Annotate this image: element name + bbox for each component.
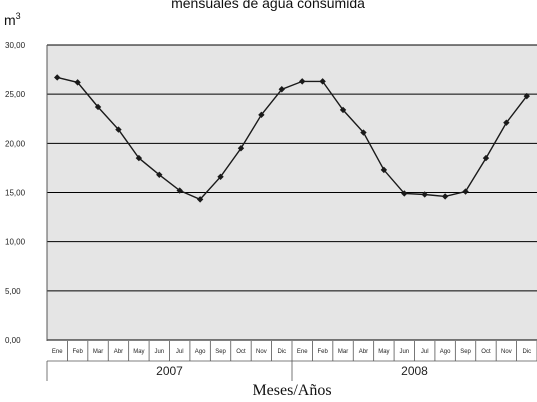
- y-unit-label: m3: [4, 11, 21, 28]
- data-point: [380, 166, 388, 174]
- data-point: [360, 129, 367, 136]
- y-tick-label: 30,00: [5, 41, 26, 50]
- x-tick-label: Oct: [236, 349, 246, 355]
- data-point: [94, 103, 102, 111]
- year-label: 2008: [401, 364, 428, 378]
- data-point: [503, 119, 510, 126]
- header-text-fragment: mensuales de agua consumida: [171, 0, 365, 11]
- x-tick-label: Ene: [297, 349, 308, 355]
- x-tick-label: Mar: [93, 349, 103, 355]
- gridlines: [47, 44, 537, 341]
- x-tick-label: Ago: [195, 349, 206, 355]
- data-point: [462, 188, 469, 195]
- data-point: [156, 171, 163, 178]
- x-tick-label: Ene: [52, 349, 63, 355]
- y-tick-label: 5,00: [5, 287, 21, 296]
- x-tick-label: Oct: [481, 349, 491, 355]
- x-tick-label: May: [378, 349, 389, 355]
- data-point: [299, 78, 306, 85]
- data-point: [258, 111, 265, 119]
- y-tick-label: 20,00: [5, 139, 26, 148]
- data-point: [523, 92, 530, 100]
- x-tick-label: Dic: [522, 349, 531, 355]
- x-tick-label: Sep: [215, 349, 226, 355]
- x-tick-label: Abr: [359, 349, 368, 355]
- data-point: [196, 196, 204, 203]
- data-point: [482, 154, 490, 162]
- data-point: [176, 187, 183, 194]
- y-tick-label: 25,00: [5, 90, 26, 99]
- data-point: [74, 79, 81, 86]
- x-tick-label: Sep: [460, 349, 471, 355]
- data-point: [441, 193, 449, 200]
- x-tick-label: Feb: [317, 349, 328, 355]
- y-tick-label: 0,00: [5, 336, 21, 345]
- year-label: 2007: [156, 364, 183, 378]
- data-point: [237, 145, 245, 152]
- x-tick-label: Jun: [154, 349, 164, 355]
- data-point: [421, 191, 428, 198]
- x-tick-label: Dic: [277, 349, 286, 355]
- data-point: [115, 126, 122, 133]
- data-point: [135, 154, 143, 162]
- data-point: [319, 78, 326, 85]
- x-tick-label: Feb: [72, 349, 83, 355]
- x-tick-label: Jun: [399, 349, 409, 355]
- series-line: [54, 74, 530, 203]
- data-point: [54, 74, 61, 81]
- x-tick-label: Abr: [114, 349, 123, 355]
- y-tick-label: 15,00: [5, 189, 26, 198]
- x-tick-label: Mar: [338, 349, 348, 355]
- x-tick-label: May: [133, 349, 144, 355]
- x-axis-title: Meses/Años: [252, 382, 331, 399]
- x-tick-label: Jul: [176, 349, 184, 355]
- data-point: [217, 173, 224, 180]
- data-point: [278, 86, 285, 93]
- x-tick-label: Nov: [501, 349, 512, 355]
- x-axis-category-labels: Ene Feb Mar Abr May Jun Jul Ago Sep Oct Nov Dic Ene F…: [46, 341, 537, 381]
- data-point: [401, 190, 408, 197]
- y-tick-label: 10,00: [5, 238, 26, 247]
- series-polyline: [57, 76, 528, 201]
- y-axis-tick-labels: 0,00 5,00 10,00 15,00 20,00 25,00 30,00: [5, 41, 26, 345]
- data-point: [339, 106, 347, 114]
- x-tick-label: Ago: [440, 349, 451, 355]
- x-tick-label: Jul: [421, 349, 429, 355]
- x-tick-label: Nov: [256, 349, 267, 355]
